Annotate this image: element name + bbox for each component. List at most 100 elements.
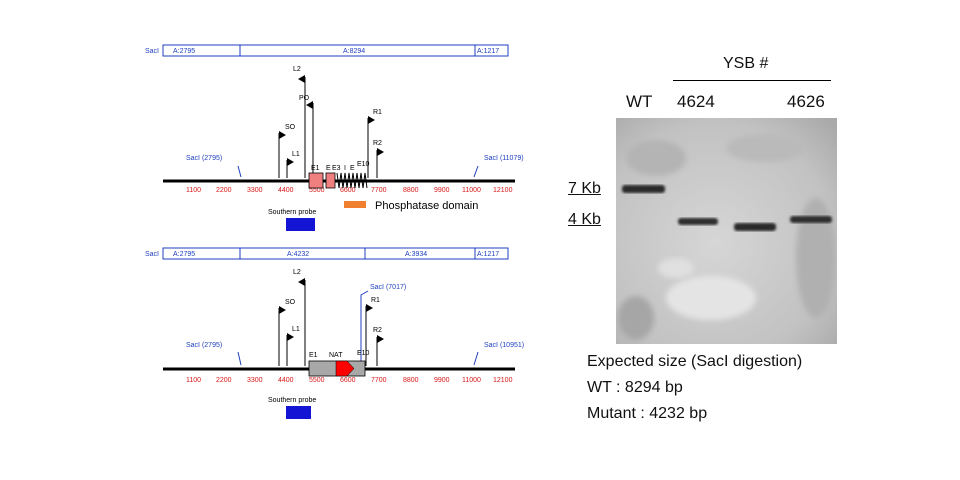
caption-line-2: WT : 8294 bp [587, 379, 683, 396]
tick-label: 1100 [186, 377, 201, 384]
segment-label: A:1217 [477, 48, 499, 55]
primer-flag-icon [306, 101, 313, 109]
saci-site-label: SacI (7017) [370, 284, 406, 291]
wildtype-map: SacI A:2795 A:8294 A:1217 1100 2200 3300… [145, 44, 524, 231]
svg-text:E1: E1 [311, 165, 320, 172]
segment-label: SacI [145, 251, 159, 258]
primer-l2: L2 [293, 269, 306, 366]
segment-label: A:2795 [173, 251, 195, 258]
southern-probe-bar [286, 218, 315, 231]
lane-label-4624: 4624 [677, 92, 715, 111]
svg-text:SO: SO [285, 124, 296, 131]
svg-text:R2: R2 [373, 327, 382, 334]
tick-labels: 1100 2200 3300 4400 5500 6600 7700 8800 … [186, 377, 513, 384]
band-mutant [734, 223, 776, 231]
primer-r1: R1 [365, 297, 380, 366]
svg-text:E10: E10 [357, 161, 370, 168]
primer-flag-icon [298, 75, 305, 83]
southern-probe-label: Southern probe [268, 209, 316, 216]
svg-text:L2: L2 [293, 269, 301, 276]
saci-site-label: SacI (10951) [484, 342, 524, 349]
primer-flag-icon [366, 304, 373, 312]
lane-label-wt: WT [626, 92, 653, 111]
primer-l1: L1 [286, 326, 300, 366]
svg-text:I: I [344, 165, 346, 172]
primer-po: PO [299, 95, 314, 178]
nat-arrow-icon [335, 360, 355, 377]
exon-e1 [308, 172, 324, 189]
southern-probe-label: Southern probe [268, 397, 316, 404]
primer-flag-icon [377, 335, 384, 343]
marker-4kb: 4 Kb [568, 211, 601, 228]
tick-label: 2200 [216, 377, 232, 384]
segment-label: A:8294 [343, 48, 365, 55]
svg-text:L1: L1 [292, 151, 300, 158]
primer-r1: R1 [367, 109, 382, 178]
primer-flag-icon [279, 306, 286, 314]
svg-text:SO: SO [285, 299, 296, 306]
primer-flag-icon [287, 333, 294, 341]
tick-label: 5500 [309, 187, 325, 194]
svg-text:R2: R2 [373, 140, 382, 147]
tick-label: 4400 [278, 377, 294, 384]
svg-text:E: E [350, 165, 355, 172]
segment-label: A:4232 [287, 251, 309, 258]
saci-site-label: SacI (11079) [484, 155, 524, 162]
tick-label: 7700 [371, 187, 387, 194]
primer-r2: R2 [373, 140, 384, 178]
marker-7kb: 7 Kb [568, 180, 601, 197]
svg-text:E: E [326, 165, 331, 172]
gel-drawing [616, 118, 837, 344]
exon-e2 [325, 172, 336, 189]
caption-line-1: Expected size (SacI digestion) [587, 353, 803, 370]
tick-label: 9900 [434, 377, 450, 384]
svg-text:E10: E10 [357, 350, 370, 357]
svg-text:R1: R1 [373, 109, 382, 116]
svg-text:E1: E1 [309, 352, 318, 359]
tick-label: 8800 [403, 187, 419, 194]
phosphatase-domain-bar [344, 201, 366, 208]
primer-flag-icon [377, 148, 384, 156]
primer-l2: L2 [293, 66, 306, 178]
tick-labels: 1100 2200 3300 4400 5500 6600 7700 8800 … [186, 187, 513, 194]
primer-flag-icon [287, 158, 294, 166]
tick-label: 7700 [371, 377, 387, 384]
tick-label: 12100 [493, 187, 513, 194]
primer-r2: R2 [373, 327, 384, 366]
tick-label: 11000 [462, 377, 481, 384]
exon-cluster [336, 172, 368, 189]
phosphatase-domain-label: Phosphatase domain [375, 200, 478, 212]
saci-site-marker [237, 165, 242, 178]
tick-label: 3300 [247, 377, 263, 384]
primer-l1: L1 [286, 151, 300, 178]
tick-label: 2200 [216, 187, 232, 194]
segment-label: A:2795 [173, 48, 195, 55]
svg-text:PO: PO [299, 95, 310, 102]
primer-flag-icon [279, 131, 286, 139]
tick-label: 12100 [493, 377, 513, 384]
svg-text:L2: L2 [293, 66, 301, 73]
saci-site-marker [360, 290, 369, 365]
tick-label: 4400 [278, 187, 294, 194]
mutant-map: SacI A:2795 A:4232 A:3934 A:1217 1100 22… [145, 247, 524, 419]
tick-label: 3300 [247, 187, 263, 194]
segment-label: A:3934 [405, 251, 427, 258]
ysb-group-underline [673, 80, 831, 81]
svg-text:R1: R1 [371, 297, 380, 304]
band-4624 [678, 218, 718, 225]
exon-group: E1 E E3 I E E10 [308, 161, 370, 189]
saci-site-label: SacI (2795) [186, 155, 222, 162]
lane-label-4626: 4626 [787, 92, 825, 111]
svg-text:E3: E3 [332, 165, 341, 172]
tick-label: 6600 [340, 187, 356, 194]
primer-so: SO [278, 124, 296, 178]
tick-label: 1100 [186, 187, 201, 194]
svg-text:L1: L1 [292, 326, 300, 333]
saci-site-marker [473, 351, 479, 366]
tick-label: 6600 [340, 377, 356, 384]
segment-bar [162, 44, 509, 57]
tick-label: 8800 [403, 377, 419, 384]
saci-site-label: SacI (2795) [186, 342, 222, 349]
band-4626 [790, 216, 832, 223]
saci-site-marker [237, 351, 242, 366]
